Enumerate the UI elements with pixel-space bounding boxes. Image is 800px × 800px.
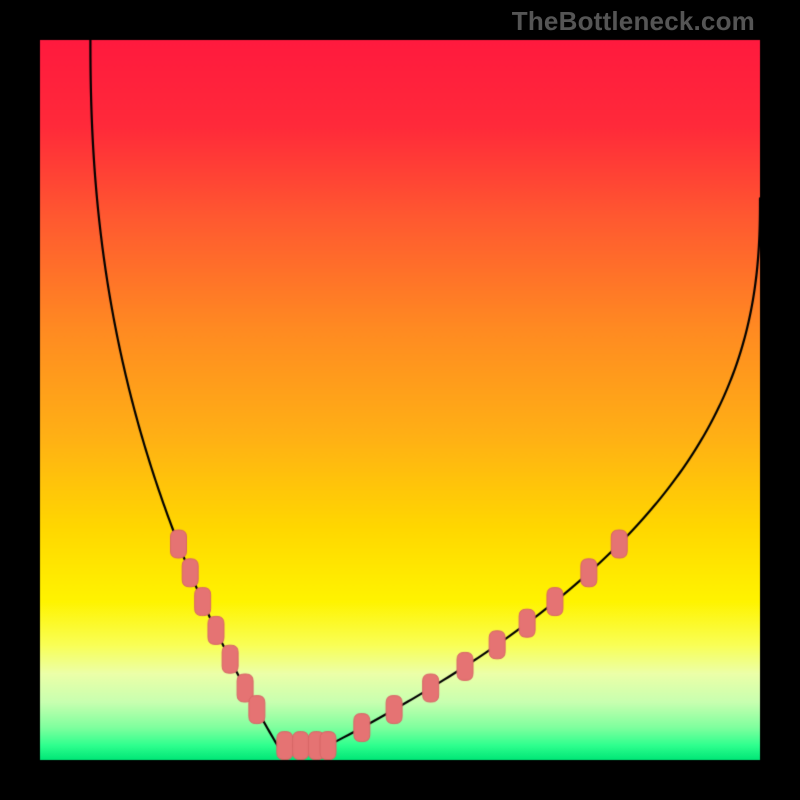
- bottleneck-curve-chart: [0, 0, 800, 800]
- watermark-text: TheBottleneck.com: [512, 6, 755, 37]
- chart-root: TheBottleneck.com: [0, 0, 800, 800]
